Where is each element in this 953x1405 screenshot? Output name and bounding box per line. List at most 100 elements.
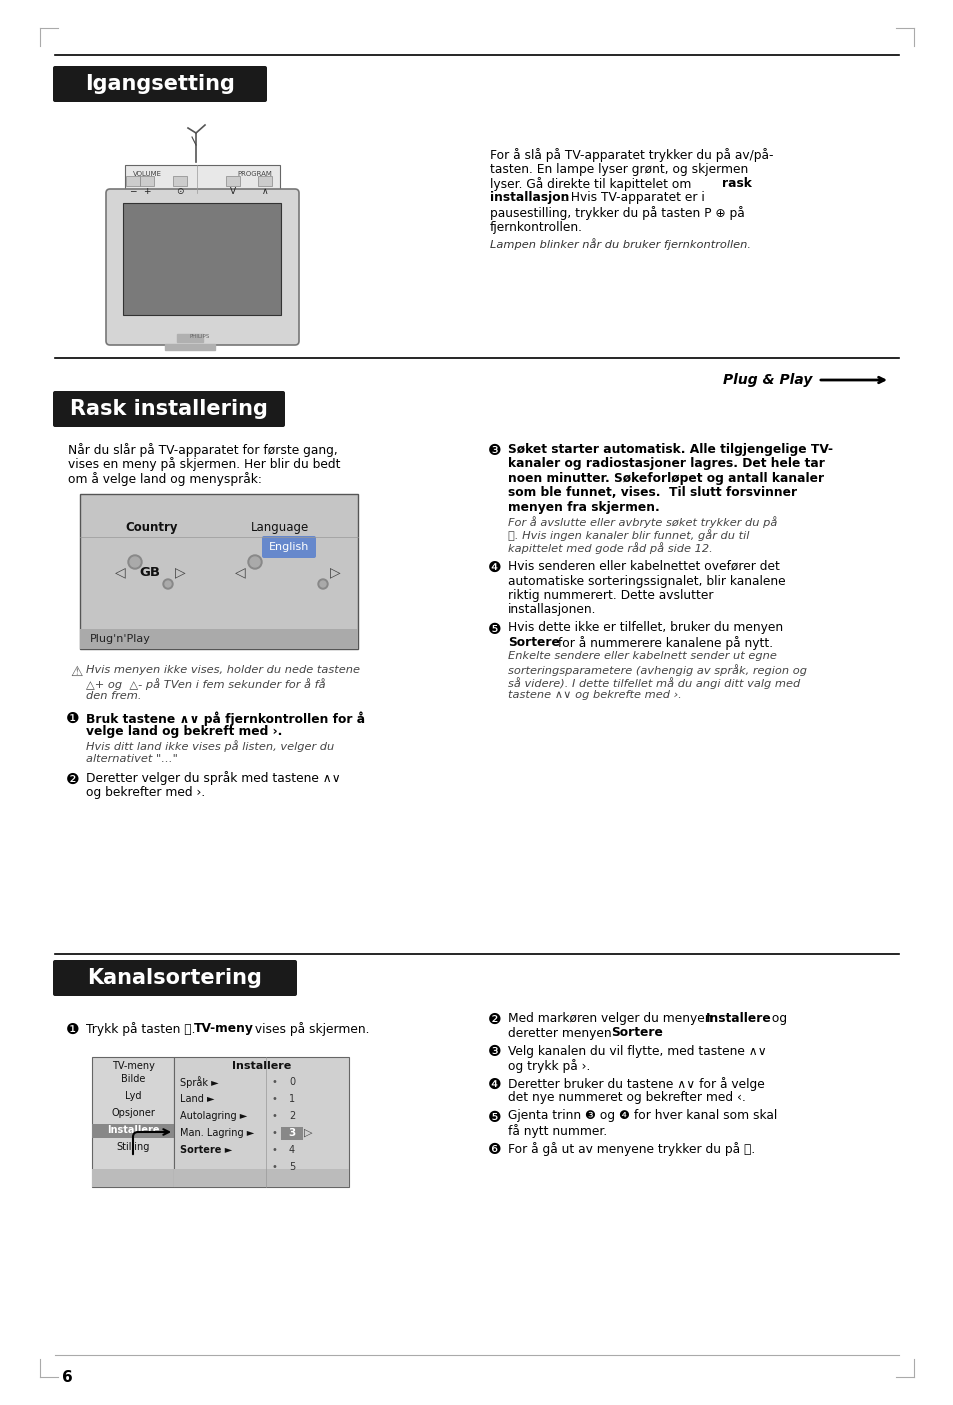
- Text: Deretter velger du språk med tastene ∧∨: Deretter velger du språk med tastene ∧∨: [86, 771, 340, 785]
- Text: installasjonen.: installasjonen.: [507, 604, 596, 617]
- Text: noen minutter. Søkeforløpet og antall kanaler: noen minutter. Søkeforløpet og antall ka…: [507, 472, 823, 485]
- Text: ❶: ❶: [66, 1021, 79, 1037]
- Text: ❹: ❹: [488, 1078, 501, 1092]
- FancyBboxPatch shape: [91, 1057, 173, 1187]
- Text: ◁: ◁: [114, 565, 125, 579]
- Text: rask: rask: [721, 177, 751, 190]
- Text: kanaler og radiostasjoner lagres. Det hele tar: kanaler og radiostasjoner lagres. Det he…: [507, 458, 824, 471]
- Text: GB: GB: [139, 565, 160, 579]
- Text: ▷: ▷: [174, 565, 185, 579]
- Text: ❺: ❺: [488, 1110, 501, 1124]
- FancyBboxPatch shape: [173, 1169, 349, 1187]
- Text: ❻: ❻: [488, 1142, 501, 1156]
- Text: Bilde: Bilde: [121, 1073, 145, 1085]
- Circle shape: [250, 556, 260, 568]
- Circle shape: [165, 582, 171, 587]
- Text: Hvis senderen eller kabelnettet ovefører det: Hvis senderen eller kabelnettet ovefører…: [507, 561, 779, 573]
- Circle shape: [248, 555, 262, 569]
- Text: 5: 5: [289, 1162, 294, 1172]
- Text: tasten. En lampe lyser grønt, og skjermen: tasten. En lampe lyser grønt, og skjerme…: [490, 163, 747, 176]
- Text: alternativet "…": alternativet "…": [86, 753, 177, 763]
- FancyBboxPatch shape: [226, 176, 240, 185]
- Text: Installere: Installere: [107, 1125, 159, 1135]
- Text: Enkelte sendere eller kabelnett sender ut egne: Enkelte sendere eller kabelnett sender u…: [507, 651, 776, 660]
- Text: Man. Lagring ►: Man. Lagring ►: [180, 1128, 254, 1138]
- Text: det nye nummeret og bekrefter med ‹.: det nye nummeret og bekrefter med ‹.: [507, 1092, 745, 1104]
- Text: . Hvis TV-apparatet er i: . Hvis TV-apparatet er i: [562, 191, 704, 205]
- FancyBboxPatch shape: [125, 164, 280, 192]
- FancyBboxPatch shape: [123, 202, 281, 315]
- Text: Sortere: Sortere: [507, 636, 559, 649]
- FancyBboxPatch shape: [53, 391, 285, 427]
- Text: Installere: Installere: [705, 1012, 771, 1026]
- Text: ❷: ❷: [66, 771, 79, 787]
- Text: Rask installering: Rask installering: [70, 399, 268, 419]
- FancyBboxPatch shape: [53, 66, 267, 103]
- Text: sorteringsparametere (avhengig av språk, region og: sorteringsparametere (avhengig av språk,…: [507, 665, 806, 676]
- Bar: [165, 344, 214, 350]
- Text: Søket starter automatisk. Alle tilgjengelige TV-: Søket starter automatisk. Alle tilgjenge…: [507, 443, 832, 457]
- Text: Installere: Installere: [232, 1061, 291, 1071]
- Text: om å velge land og menyspråk:: om å velge land og menyspråk:: [68, 472, 262, 486]
- Text: så videre). I dette tilfellet må du angi ditt valg med: så videre). I dette tilfellet må du angi…: [507, 677, 800, 688]
- Text: Når du slår på TV-apparatet for første gang,: Når du slår på TV-apparatet for første g…: [68, 443, 337, 457]
- Text: .: .: [658, 1027, 661, 1040]
- Text: ⚠: ⚠: [70, 665, 82, 679]
- FancyBboxPatch shape: [80, 495, 357, 649]
- Text: ❸: ❸: [488, 443, 501, 458]
- Text: Hvis ditt land ikke vises på listen, velger du: Hvis ditt land ikke vises på listen, vel…: [86, 740, 334, 753]
- Text: •: •: [271, 1145, 276, 1155]
- Text: 1: 1: [289, 1094, 294, 1104]
- Text: Plug & Play: Plug & Play: [721, 372, 811, 386]
- Text: TV-meny: TV-meny: [193, 1021, 253, 1035]
- Text: ❹: ❹: [488, 561, 501, 575]
- Text: kapittelet med gode råd på side 12.: kapittelet med gode råd på side 12.: [507, 542, 712, 554]
- Text: △+ og  △- på TVen i fem sekunder for å få: △+ og △- på TVen i fem sekunder for å få: [86, 679, 325, 690]
- Text: ◁: ◁: [234, 565, 245, 579]
- Text: Kanalsortering: Kanalsortering: [88, 968, 262, 988]
- FancyBboxPatch shape: [281, 1127, 303, 1139]
- Text: ▷: ▷: [303, 1128, 312, 1138]
- Text: Velg kanalen du vil flytte, med tastene ∧∨: Velg kanalen du vil flytte, med tastene …: [507, 1044, 766, 1058]
- Text: •: •: [271, 1128, 276, 1138]
- Text: Plug'n'Play: Plug'n'Play: [90, 634, 151, 643]
- Text: 0: 0: [289, 1078, 294, 1087]
- FancyBboxPatch shape: [173, 1057, 349, 1187]
- Circle shape: [130, 556, 140, 568]
- Text: for å nummerere kanalene på nytt.: for å nummerere kanalene på nytt.: [554, 636, 772, 651]
- Text: Lampen blinker når du bruker fjernkontrollen.: Lampen blinker når du bruker fjernkontro…: [490, 237, 750, 250]
- Circle shape: [319, 582, 326, 587]
- Text: Stilling: Stilling: [116, 1142, 150, 1152]
- Text: Land ►: Land ►: [180, 1094, 214, 1104]
- Text: •: •: [271, 1078, 276, 1087]
- Text: 6: 6: [62, 1370, 72, 1385]
- Circle shape: [128, 555, 142, 569]
- Text: Med markøren velger du menyen: Med markøren velger du menyen: [507, 1012, 716, 1026]
- Text: deretter menyen: deretter menyen: [507, 1027, 615, 1040]
- Text: Språk ►: Språk ►: [180, 1076, 218, 1087]
- Text: ⊙: ⊙: [176, 187, 184, 195]
- Text: For å slå på TV-apparatet trykker du på av/på-: For å slå på TV-apparatet trykker du på …: [490, 148, 773, 162]
- Text: 4: 4: [289, 1145, 294, 1155]
- FancyBboxPatch shape: [262, 535, 315, 558]
- Text: Sortere ►: Sortere ►: [180, 1145, 232, 1155]
- Text: ⓜ. Hvis ingen kanaler blir funnet, går du til: ⓜ. Hvis ingen kanaler blir funnet, går d…: [507, 530, 749, 541]
- Text: +: +: [143, 187, 151, 195]
- Text: 2: 2: [289, 1111, 294, 1121]
- Text: og bekrefter med ›.: og bekrefter med ›.: [86, 785, 205, 799]
- Text: menyen fra skjermen.: menyen fra skjermen.: [507, 502, 659, 514]
- Text: og trykk på ›.: og trykk på ›.: [507, 1059, 590, 1073]
- Text: riktig nummerert. Dette avslutter: riktig nummerert. Dette avslutter: [507, 589, 713, 601]
- Text: ▷: ▷: [330, 565, 340, 579]
- FancyBboxPatch shape: [91, 1124, 173, 1138]
- Text: TV-meny: TV-meny: [112, 1061, 154, 1071]
- FancyBboxPatch shape: [106, 190, 298, 346]
- Text: som ble funnet, vises.  Til slutt forsvinner: som ble funnet, vises. Til slutt forsvin…: [507, 486, 797, 500]
- Text: •: •: [271, 1162, 276, 1172]
- FancyBboxPatch shape: [172, 176, 187, 185]
- Text: Hvis dette ikke er tilfellet, bruker du menyen: Hvis dette ikke er tilfellet, bruker du …: [507, 621, 782, 635]
- Text: Country: Country: [126, 520, 178, 534]
- Text: Opsjoner: Opsjoner: [111, 1109, 154, 1118]
- Text: For å avslutte eller avbryte søket trykker du på: For å avslutte eller avbryte søket trykk…: [507, 516, 777, 528]
- Text: tastene ∧∨ og bekrefte med ›.: tastene ∧∨ og bekrefte med ›.: [507, 690, 681, 700]
